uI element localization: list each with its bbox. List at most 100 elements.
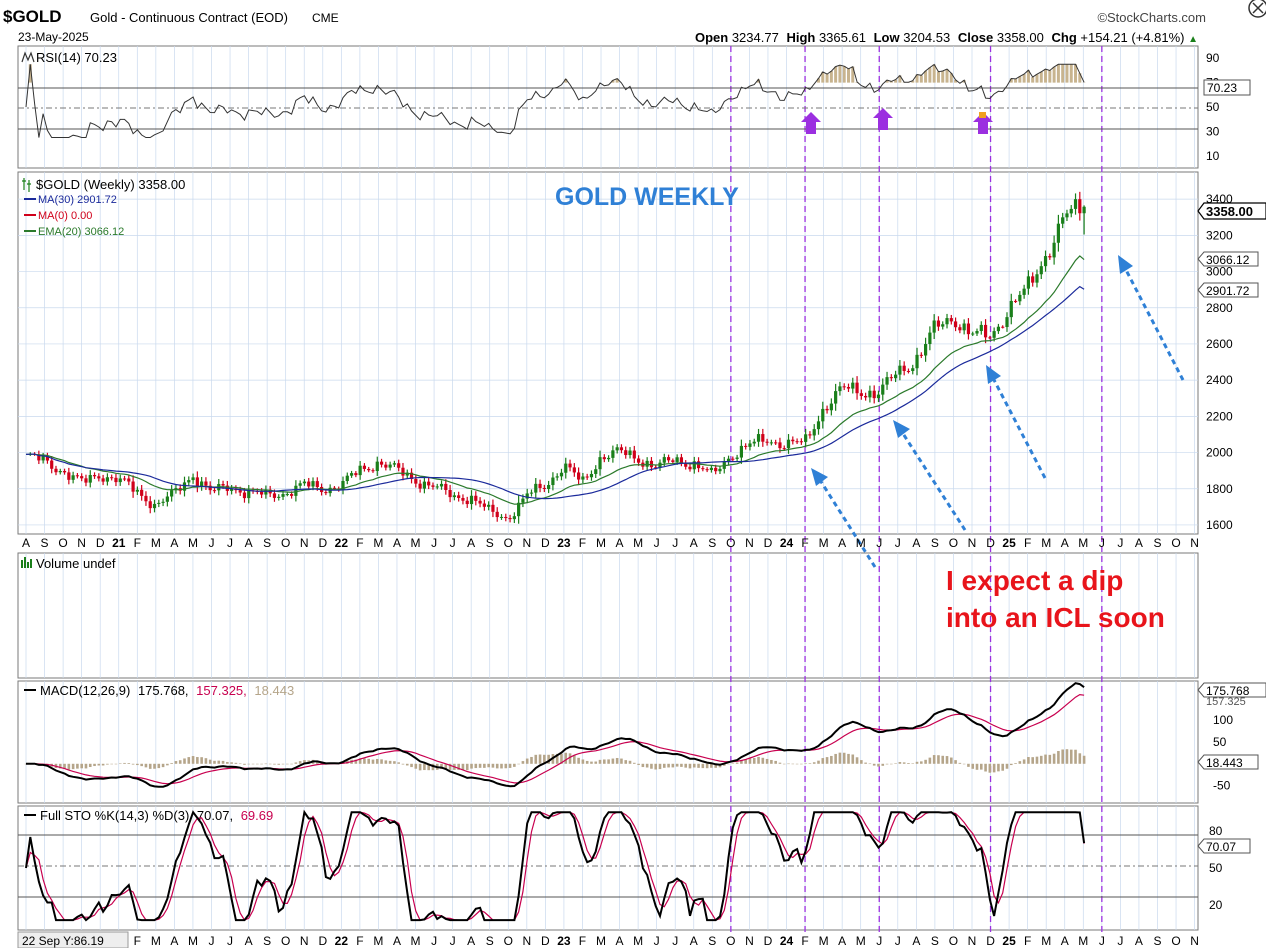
- macd-histogram-bar: [624, 760, 628, 764]
- macd-histogram-bar: [513, 763, 516, 767]
- macd-histogram-bar: [581, 759, 585, 764]
- price-candle-body: [1061, 217, 1065, 224]
- macd-histogram-bar: [714, 763, 717, 768]
- price-candle-body: [487, 504, 491, 507]
- blue-arrow-3: [986, 365, 1047, 479]
- x-tick-label-bottom: J: [1117, 934, 1123, 948]
- macd-label-value: 175.768,: [138, 683, 189, 698]
- price-candle-body: [242, 492, 247, 499]
- macd-histogram-bar: [658, 763, 662, 770]
- price-candle-body: [41, 455, 45, 461]
- x-tick-label: J: [672, 536, 678, 550]
- macd-histogram-bar: [555, 753, 559, 764]
- macd-histogram-bar: [256, 763, 259, 765]
- price-candle-body: [144, 495, 148, 502]
- price-candle-body: [512, 516, 516, 520]
- macd-histogram-bar: [504, 763, 508, 769]
- price-candle-body: [315, 481, 319, 488]
- price-candle-body: [504, 516, 508, 519]
- price-candle-body: [791, 439, 795, 442]
- x-tick-label: 24: [780, 536, 794, 550]
- price-legend: $GOLD (Weekly) 3358.00 MA(30) 2901.72 MA…: [22, 177, 185, 238]
- x-tick-label: D: [986, 536, 995, 550]
- price-candle-body: [842, 386, 846, 388]
- legend-title: $GOLD (Weekly) 3358.00: [36, 177, 185, 192]
- macd-histogram-bar: [731, 763, 735, 764]
- macd-histogram-bar: [988, 763, 992, 773]
- macd-histogram-bar: [1031, 757, 1034, 764]
- x-tick-label: D: [764, 536, 773, 550]
- macd-histogram-bar: [367, 758, 371, 764]
- macd-histogram-bar: [654, 763, 658, 770]
- macd-histogram-bar: [830, 755, 833, 764]
- x-tick-label-bottom: A: [838, 934, 846, 948]
- price-candle-body: [422, 481, 426, 489]
- price-candle-body: [349, 473, 354, 476]
- price-candle-body: [521, 498, 525, 503]
- macd-histogram-bar: [174, 761, 178, 764]
- macd-hist-tag-text: 18.443: [1206, 756, 1243, 770]
- price-candle-body: [285, 494, 289, 496]
- price-candle-body: [538, 483, 542, 488]
- price-candle-body: [1026, 276, 1031, 289]
- macd-histogram-bar: [1052, 753, 1056, 764]
- price-tick-label: 3200: [1206, 228, 1233, 242]
- close-icon[interactable]: [1248, 0, 1266, 18]
- price-candle-body: [170, 490, 174, 497]
- macd-histogram-bar: [761, 757, 765, 764]
- macd-histogram-bar: [641, 763, 645, 768]
- price-candle-body: [110, 477, 114, 479]
- macd-histogram-bar: [1035, 756, 1039, 764]
- price-candle-body: [444, 483, 448, 491]
- sto-label-prefix: Full STO %K(14,3) %D(3): [40, 808, 189, 823]
- x-tick-label: O: [949, 536, 958, 550]
- macd-histogram-bar: [924, 759, 927, 764]
- macd-histogram-bar: [650, 763, 653, 769]
- rsi-tick-label: 30: [1206, 124, 1220, 138]
- price-candle-body: [988, 337, 992, 339]
- macd-histogram-bar: [474, 763, 478, 769]
- macd-histogram-bar: [495, 763, 499, 769]
- x-tick-label-bottom: J: [895, 934, 901, 948]
- rsi-line: [25, 63, 1085, 138]
- price-candle-body: [1022, 288, 1026, 295]
- price-candle-body: [397, 463, 401, 468]
- chart-icon: [21, 51, 35, 63]
- sto-panel: [17, 805, 1199, 931]
- x-tick-label-bottom: A: [393, 934, 401, 948]
- price-candle-body: [431, 485, 435, 487]
- macd-histogram-bar: [954, 760, 957, 764]
- macd-histogram-bar: [1061, 749, 1064, 764]
- price-candle-body: [105, 477, 109, 482]
- x-tick-label: J: [227, 536, 233, 550]
- x-tick-label-bottom: J: [450, 934, 456, 948]
- price-candle-body: [1039, 266, 1043, 275]
- open-value: 3234.77: [732, 30, 779, 45]
- macd-histogram-bar: [508, 763, 512, 768]
- price-candle-body: [996, 326, 1001, 332]
- macd-histogram-bar: [414, 763, 418, 769]
- ema-tag-text: 3066.12: [1206, 253, 1250, 267]
- x-tick-label-bottom: O: [949, 934, 958, 948]
- price-candle-body: [75, 475, 80, 477]
- macd-histogram-bar: [521, 761, 525, 764]
- macd-histogram-bar: [573, 755, 576, 764]
- x-tick-label-bottom: J: [1099, 934, 1105, 948]
- price-candle-body: [307, 481, 311, 487]
- x-tick-label: A: [1135, 536, 1143, 550]
- macd-histogram-bar: [778, 762, 782, 764]
- price-candle-body: [864, 395, 868, 398]
- price-candle-body: [1043, 256, 1048, 267]
- macd-histogram-bar: [898, 762, 902, 764]
- price-candle-body: [371, 470, 375, 472]
- price-candle-body: [696, 461, 701, 469]
- macd-histogram-bar: [594, 761, 598, 764]
- macd-histogram-bar: [667, 763, 670, 768]
- price-candle-body: [1073, 199, 1078, 209]
- macd-histogram-bar: [217, 760, 221, 764]
- macd-histogram-bar: [825, 757, 829, 764]
- x-tick-label-bottom: 23: [557, 934, 571, 948]
- macd-histogram-bar: [941, 755, 945, 764]
- price-candle-body: [671, 460, 675, 462]
- price-candle-body: [542, 487, 546, 489]
